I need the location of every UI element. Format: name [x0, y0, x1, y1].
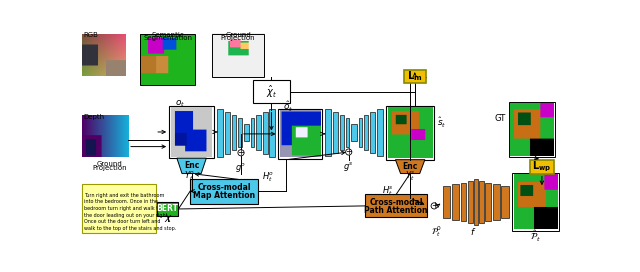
Bar — [212, 34, 264, 77]
Bar — [493, 184, 500, 220]
Text: Cross-modal: Cross-modal — [369, 198, 423, 207]
Bar — [529, 160, 554, 174]
Bar — [479, 181, 484, 223]
Text: Ground: Ground — [225, 32, 251, 38]
Text: Enc: Enc — [184, 161, 199, 170]
Text: +: + — [431, 201, 438, 210]
Bar — [474, 179, 477, 225]
Bar — [251, 118, 254, 147]
Text: $H_t^o$: $H_t^o$ — [262, 171, 275, 184]
Bar — [370, 112, 375, 153]
Bar — [169, 106, 214, 158]
Bar — [386, 106, 434, 160]
Polygon shape — [177, 158, 206, 174]
Bar — [325, 109, 331, 156]
Text: $o_t$: $o_t$ — [175, 98, 185, 109]
Bar — [404, 70, 426, 84]
Bar — [333, 112, 338, 153]
Text: Enc: Enc — [403, 162, 418, 171]
Text: Semantic: Semantic — [151, 32, 184, 38]
Text: $H_t^s$: $H_t^s$ — [383, 184, 394, 198]
Text: Map Attention: Map Attention — [193, 191, 255, 200]
Bar — [351, 124, 356, 141]
Text: Projection: Projection — [92, 165, 127, 171]
Text: $g^s$: $g^s$ — [344, 160, 354, 173]
Bar — [468, 181, 472, 223]
Text: Depth: Depth — [84, 114, 105, 120]
Bar — [238, 118, 241, 147]
Text: $\hat{o}_t$: $\hat{o}_t$ — [282, 100, 293, 114]
Text: Cross-modal: Cross-modal — [197, 183, 251, 192]
Text: $\hat{s}_t$: $\hat{s}_t$ — [437, 116, 447, 130]
Bar — [262, 112, 268, 153]
Bar — [232, 115, 236, 150]
Polygon shape — [396, 160, 425, 174]
Text: Turn right and exit the bathroom
into the bedroom. Once in the
bedroom turn righ: Turn right and exit the bathroom into th… — [84, 193, 176, 231]
Bar — [253, 81, 290, 103]
Bar — [509, 102, 555, 157]
Bar — [217, 109, 223, 157]
Text: $Y_t^o$: $Y_t^o$ — [184, 170, 195, 183]
Bar — [278, 109, 322, 159]
Text: Path Attention: Path Attention — [364, 206, 428, 215]
Bar — [513, 173, 559, 231]
Bar — [501, 186, 509, 218]
Text: $\hat{\mathcal{P}}_t$: $\hat{\mathcal{P}}_t$ — [531, 229, 541, 244]
Text: RGB: RGB — [84, 32, 99, 38]
Text: +: + — [237, 148, 244, 157]
Text: $\mathbf{L_m}$: $\mathbf{L_m}$ — [407, 70, 422, 84]
Bar — [485, 183, 491, 221]
Bar — [225, 112, 230, 153]
Bar — [461, 183, 467, 221]
Bar — [244, 124, 249, 141]
Text: $\mathbf{L_{wp}}$: $\mathbf{L_{wp}}$ — [532, 159, 552, 174]
Text: BERT: BERT — [157, 205, 179, 214]
Text: Ground: Ground — [97, 160, 122, 166]
Text: Projection: Projection — [221, 35, 255, 41]
Bar — [83, 184, 156, 233]
Bar — [340, 115, 344, 150]
Circle shape — [346, 149, 352, 155]
Text: $g^o$: $g^o$ — [236, 161, 246, 174]
Bar — [358, 118, 362, 147]
Bar — [140, 34, 195, 85]
Text: GT: GT — [494, 115, 506, 123]
Bar — [256, 115, 260, 150]
Bar — [157, 202, 179, 216]
Text: X: X — [164, 215, 171, 224]
Bar — [443, 186, 451, 218]
Circle shape — [431, 203, 437, 209]
Bar — [190, 179, 259, 203]
Bar — [452, 184, 459, 220]
Text: +: + — [346, 147, 352, 156]
Bar — [346, 118, 349, 147]
Bar — [364, 115, 368, 150]
Text: $f$: $f$ — [470, 226, 477, 237]
Bar — [365, 194, 428, 217]
Text: Segmentation: Segmentation — [143, 35, 192, 41]
Text: $\mathcal{P}_t^0$: $\mathcal{P}_t^0$ — [431, 224, 442, 239]
Text: $Y_t^s$: $Y_t^s$ — [404, 170, 415, 183]
Text: $\hat{\chi}_t$: $\hat{\chi}_t$ — [266, 84, 277, 100]
Bar — [269, 109, 275, 157]
Circle shape — [238, 150, 244, 156]
Bar — [377, 109, 383, 156]
